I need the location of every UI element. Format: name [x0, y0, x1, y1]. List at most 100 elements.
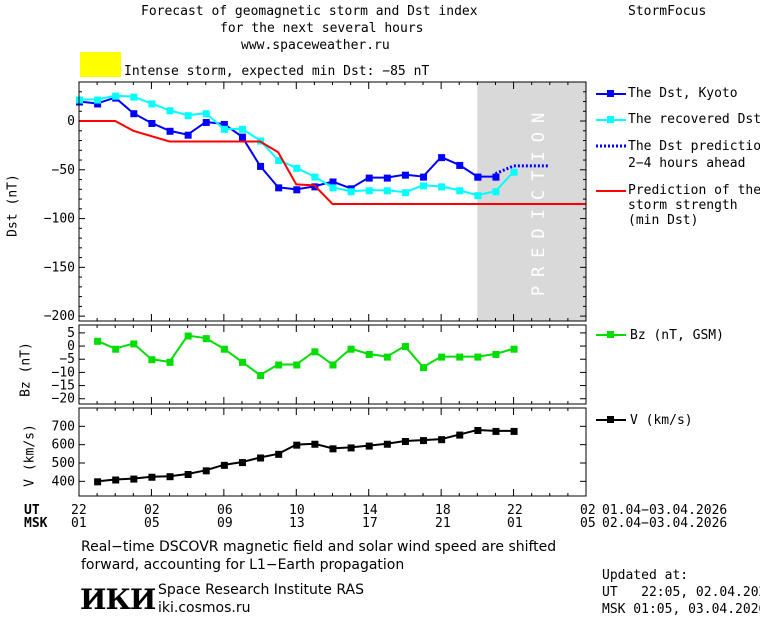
data-point-bz-0: [438, 353, 446, 361]
data-point-dst-2: [148, 100, 156, 108]
v-y-tick-label: 600: [52, 438, 75, 453]
data-point-dst-2: [329, 184, 337, 192]
series-line-bz-0: [96, 334, 514, 377]
data-point-dst-2: [347, 188, 355, 196]
bz-y-tick-label: −5: [59, 352, 75, 367]
data-point-v-0: [112, 476, 120, 484]
data-point-dst-2: [275, 157, 283, 165]
data-point-v-0: [456, 431, 464, 439]
data-point-bz-0: [94, 337, 102, 345]
series-line-v-0: [97, 428, 514, 483]
legend-dst-recovered: The recovered Dst: [628, 112, 760, 127]
data-point-v-0: [401, 438, 409, 445]
ut-label: UT: [24, 503, 40, 518]
data-point-bz-0: [510, 345, 518, 353]
data-point-bz-0: [293, 361, 301, 369]
legend-bz-swatch: [596, 331, 626, 338]
prediction-shade: [477, 82, 586, 321]
data-point-bz-0: [365, 350, 373, 358]
data-point-bz-0: [166, 358, 174, 366]
dst-y-tick-label: −100: [44, 212, 75, 227]
data-point-v-0: [438, 436, 446, 444]
legend-dst-prediction-sub: 2−4 hours ahead: [628, 156, 746, 171]
data-point-v-0: [420, 437, 428, 445]
data-point-bz-0: [347, 345, 355, 353]
legend-swatches: [596, 90, 626, 192]
data-point-bz-0: [311, 348, 319, 356]
data-point-dst-0: [420, 173, 428, 181]
data-point-dst-2: [94, 96, 102, 104]
msk-tick: 09: [217, 516, 233, 531]
bz-y-tick-label: 0: [67, 339, 75, 354]
data-point-dst-0: [148, 119, 156, 127]
bz-panel: 50−5−10−15−20: [52, 324, 587, 407]
ut-tick: 02: [580, 503, 596, 518]
data-point-dst-0: [202, 118, 210, 126]
institute-site[interactable]: iki.cosmos.ru: [158, 600, 251, 616]
dst-y-tick-label: −50: [52, 163, 75, 178]
data-point-v-0: [220, 461, 228, 469]
updated-ut: UT 22:05, 02.04.2026: [602, 585, 760, 600]
data-point-bz-0: [220, 345, 228, 353]
bz-y-tick-label: 5: [67, 326, 75, 341]
data-point-bz-0: [420, 364, 428, 372]
dst-axis-label: Dst (nT): [5, 174, 21, 237]
legend-storm-strength-3: (min Dst): [628, 213, 699, 228]
speed-panel: 400 500 600 700: [52, 407, 587, 497]
footer-note-line2: forward, accounting for L1−Earth propaga…: [81, 557, 405, 573]
legend-v-swatch: [596, 416, 626, 423]
data-point-dst-0: [275, 184, 283, 192]
source-url[interactable]: www.spaceweather.ru: [241, 38, 390, 53]
data-point-dst-2: [510, 168, 518, 176]
series-line-dst-2: [79, 94, 515, 197]
data-point-v-0: [510, 427, 518, 435]
data-point-v-0: [383, 440, 391, 448]
data-point-bz-0: [492, 350, 500, 358]
data-point-dst-2: [401, 189, 409, 197]
data-point-v-0: [365, 442, 373, 450]
data-point-dst-1: [474, 173, 482, 181]
msk-tick: 21: [435, 516, 451, 531]
data-point-dst-2: [492, 188, 500, 196]
brand-name: StormFocus: [628, 4, 707, 19]
data-point-dst-0: [257, 162, 265, 170]
data-point-dst-0: [383, 174, 391, 182]
v-plot-frame: [78, 407, 587, 497]
data-point-v-0: [474, 427, 482, 434]
institute-name: Space Research Institute RAS: [158, 582, 364, 598]
series-line-dst-0: [78, 96, 478, 191]
data-point-v-0: [329, 445, 337, 453]
alert-text: Intense storm, expected min Dst: −85 nT: [124, 64, 430, 79]
data-point-bz-0: [401, 343, 409, 351]
data-point-bz-0: [148, 356, 156, 364]
ut-tick: 10: [289, 503, 305, 518]
data-point-v-0: [166, 473, 174, 481]
chart-title-line1: Forecast of geomagnetic storm and Dst in…: [141, 4, 478, 19]
data-point-bz-0: [383, 353, 391, 361]
legend-bz: Bz (nT, GSM): [630, 328, 724, 343]
data-point-v-0: [257, 454, 265, 462]
legend-dst-kyoto: The Dst, Kyoto: [628, 86, 738, 101]
data-point-bz-0: [257, 372, 265, 380]
footer-note-line1: Real−time DSCOVR magnetic field and sola…: [81, 539, 557, 555]
data-point-dst-1: [492, 173, 500, 181]
data-point-v-0: [130, 475, 138, 483]
data-point-dst-2: [456, 187, 464, 195]
data-point-dst-2: [238, 125, 246, 133]
ut-tick: 18: [435, 503, 451, 518]
data-point-v-0: [347, 444, 355, 452]
data-point-v-0: [293, 441, 301, 449]
data-point-dst-2: [383, 187, 391, 195]
data-point-dst-2: [130, 93, 138, 101]
data-point-dst-0: [94, 100, 102, 108]
bz-y-tick-label: −20: [52, 392, 75, 407]
data-point-dst-0: [184, 131, 192, 139]
ut-tick: 02: [144, 503, 160, 518]
data-point-dst-2: [438, 183, 446, 191]
msk-tick: 05: [580, 516, 596, 531]
ut-tick: 22: [507, 503, 523, 518]
data-point-v-0: [184, 471, 192, 478]
series-line-dst-3: [494, 164, 550, 176]
msk-tick: 01: [71, 516, 87, 531]
data-point-bz-0: [275, 361, 283, 369]
